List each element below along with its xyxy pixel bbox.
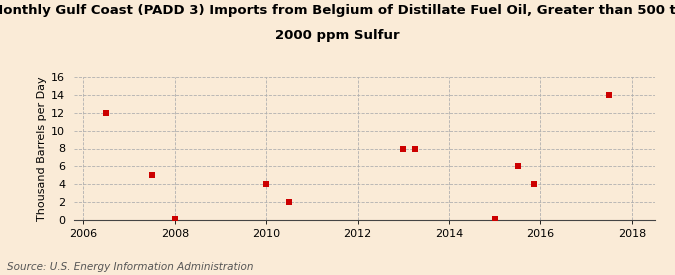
Point bbox=[529, 182, 539, 186]
Point bbox=[489, 217, 500, 221]
Point bbox=[512, 164, 523, 169]
Point bbox=[409, 146, 420, 151]
Text: Monthly Gulf Coast (PADD 3) Imports from Belgium of Distillate Fuel Oil, Greater: Monthly Gulf Coast (PADD 3) Imports from… bbox=[0, 4, 675, 17]
Point bbox=[603, 93, 614, 97]
Point bbox=[284, 200, 294, 204]
Point bbox=[169, 217, 180, 221]
Y-axis label: Thousand Barrels per Day: Thousand Barrels per Day bbox=[37, 76, 47, 221]
Point bbox=[261, 182, 271, 186]
Point bbox=[146, 173, 157, 178]
Point bbox=[398, 146, 409, 151]
Point bbox=[101, 111, 111, 115]
Text: 2000 ppm Sulfur: 2000 ppm Sulfur bbox=[275, 29, 400, 42]
Text: Source: U.S. Energy Information Administration: Source: U.S. Energy Information Administ… bbox=[7, 262, 253, 272]
